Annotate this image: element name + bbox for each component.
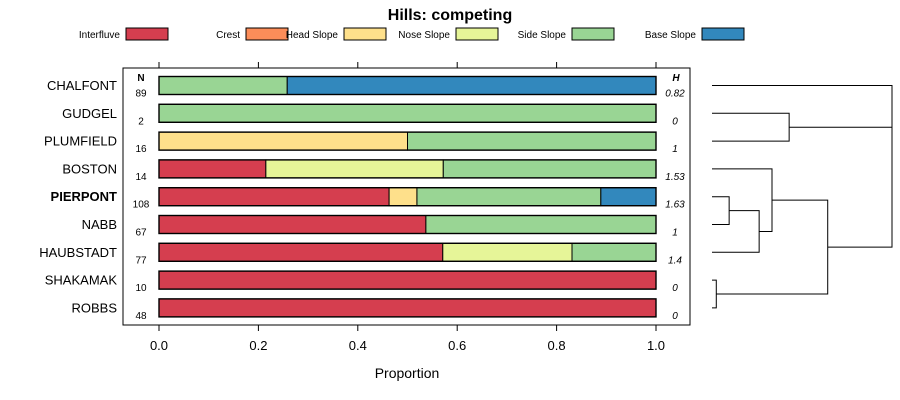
bar-segment [158,242,444,262]
legend-swatch-4 [455,27,499,41]
bar-segment [407,131,657,151]
bar-segment [158,131,408,151]
bar-segment [158,187,390,207]
dendrogram-link [712,210,760,253]
h-label: 0 [672,116,678,127]
bar-segment [416,187,602,207]
bar-segment [442,159,657,179]
bar-outline [158,242,657,263]
n-label: 89 [135,89,147,100]
bar-segment [158,103,657,123]
legend-label-2: Crest [216,30,240,41]
n-label: 77 [135,255,147,266]
bars [158,75,657,318]
row-label: ROBBS [71,300,117,315]
h-label: 0 [672,283,678,294]
h-labels: 0.82 0 1 1.53 1.63 1 1.4 0 0 [665,89,685,322]
bar-segment [286,76,657,95]
x-tick-label: 0.6 [448,338,466,353]
bar-outline [158,270,657,290]
bar-outline [158,131,657,151]
h-label: 1.53 [665,172,685,183]
legend-swatch-5 [571,27,615,41]
row-labels: CHALFONT GUDGEL PLUMFIELD BOSTON PIERPONT NAB… [39,78,117,315]
chart-title: Hills: competing [388,7,512,24]
bar-segment [158,159,267,179]
legend-swatch-3 [343,27,387,41]
dendrogram-link [712,279,717,309]
legend-swatch-1 [125,27,169,41]
legend-label-3: Head Slope [286,30,339,41]
x-tick-label: 0.0 [150,338,168,353]
n-column-header: N [137,73,144,84]
h-label: 0.82 [665,89,685,100]
bar-segment [158,270,657,290]
bar-segment [571,242,657,262]
legend: Interfluve Crest Head Slope Nose Slope Side … [79,27,745,41]
legend-swatch-2 [245,27,289,41]
n-label: 48 [135,311,147,322]
plot-frame [122,67,691,326]
bar-outline [158,186,657,207]
bar-outline [158,298,657,318]
bar-outline [158,75,657,96]
x-tick-label: 0.2 [249,338,267,353]
bar-outline [158,103,657,124]
bar-segment [158,298,657,318]
x-axis-label: Proportion [375,365,440,381]
h-label: 1 [672,144,678,155]
legend-label-1: Interfluve [79,30,121,41]
h-label: 1 [672,228,678,239]
n-labels: 89 2 16 14 108 67 77 10 48 [133,89,150,322]
h-label: 1.4 [668,255,682,266]
row-label: BOSTON [62,161,117,176]
x-axis: 0.0 0.2 0.4 0.6 0.8 1.0 [150,62,665,353]
n-label: 14 [135,172,147,183]
bar-outline [158,214,657,235]
x-tick-label: 0.4 [349,338,367,353]
row-label: PLUMFIELD [44,134,117,149]
legend-swatch-6 [701,27,745,41]
h-label: 1.63 [665,200,685,211]
bar-outline [158,159,657,179]
x-tick-label: 1.0 [647,338,665,353]
n-label: 67 [135,228,147,239]
row-label: GUDGEL [62,106,117,121]
h-column-header: H [672,73,680,84]
legend-label-5: Side Slope [518,30,567,41]
row-label: HAUBSTADT [39,245,117,260]
dendrogram-link [716,199,829,295]
n-label: 2 [138,116,144,127]
bar-segment [442,242,573,262]
legend-label-4: Nose Slope [398,30,450,41]
dendrogram-link [712,196,730,225]
bar-segment [425,215,657,234]
dendrogram-link [712,168,773,232]
bar-segment [265,159,444,179]
h-label: 0 [672,311,678,322]
bar-segment [600,187,657,207]
dendrogram-link [827,106,893,248]
dendrogram-link [712,112,790,142]
n-label: 108 [133,200,150,211]
row-label: PIERPONT [51,189,118,204]
dendrogram-link [712,85,893,128]
n-label: 16 [135,144,147,155]
legend-label-6: Base Slope [645,30,697,41]
row-label: SHAKAMAK [45,273,118,288]
row-label: CHALFONT [47,78,117,93]
row-label: NABB [82,217,117,232]
n-label: 10 [135,283,147,294]
bar-segment [158,215,427,234]
bar-segment [158,76,288,95]
dendrogram [712,85,893,309]
bar-segment [388,187,418,207]
x-tick-label: 0.8 [548,338,566,353]
